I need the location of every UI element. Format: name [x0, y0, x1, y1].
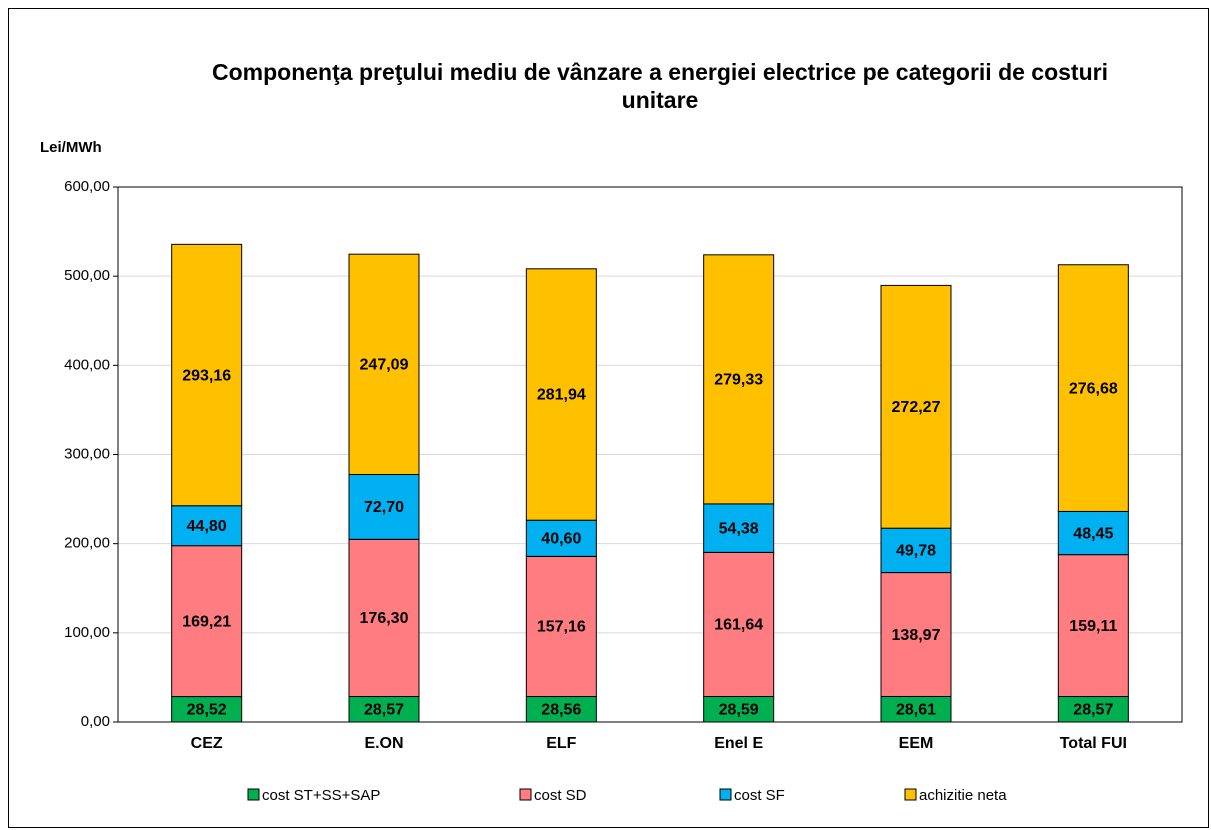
data-label: 247,09 [360, 357, 409, 374]
bar-segment [525, 519, 597, 557]
legend-label: cost SD [534, 787, 587, 804]
legend-swatch [519, 788, 532, 801]
bar-segment [525, 555, 597, 698]
data-label: 28,56 [541, 701, 581, 718]
legend-swatch [904, 788, 917, 801]
bar-segment [171, 243, 243, 507]
chart-frame [8, 8, 1209, 828]
bar-segment [703, 696, 775, 723]
data-label: 159,11 [1069, 618, 1117, 635]
y-tick-label: 300,00 [64, 445, 110, 462]
bar-segment [1057, 696, 1129, 723]
data-label: 157,16 [537, 619, 586, 636]
y-tick-label: 100,00 [64, 624, 110, 641]
x-tick-label: CEZ [191, 735, 223, 752]
bar-segment [880, 695, 952, 723]
y-tick-label: 0,00 [81, 713, 110, 730]
data-label: 272,27 [892, 399, 941, 416]
data-label: 176,30 [360, 610, 409, 627]
data-label: 28,57 [1073, 701, 1113, 718]
data-label: 279,33 [714, 372, 763, 389]
y-tick-label: 200,00 [64, 535, 110, 552]
bar-segment [348, 696, 420, 723]
data-label: 54,38 [719, 520, 759, 537]
y-tick-label: 600,00 [64, 178, 110, 195]
y-axis-label: Lei/MWh [40, 139, 102, 156]
bar-segment [1057, 264, 1129, 512]
bar-segment [525, 268, 597, 521]
bar-segment [171, 545, 243, 698]
bar-segment [348, 253, 420, 476]
x-tick-label: EEM [899, 735, 934, 752]
data-label: 28,61 [896, 701, 936, 718]
legend-label: cost SF [734, 787, 785, 804]
x-tick-label: E.ON [364, 735, 403, 752]
legend-swatch [247, 788, 260, 801]
plot-area [117, 186, 1183, 723]
x-tick-label: Enel E [714, 735, 763, 752]
data-label: 28,52 [187, 702, 227, 719]
data-label: 28,59 [719, 701, 759, 718]
bar-segment [880, 572, 952, 697]
bar-segment [348, 474, 420, 540]
legend-swatch [719, 788, 732, 801]
data-label: 138,97 [892, 627, 941, 644]
data-label: 49,78 [896, 543, 936, 560]
bar-segment [1057, 554, 1129, 698]
bar-segment [171, 696, 243, 723]
y-tick-label: 400,00 [64, 356, 110, 373]
bar-segment [348, 538, 420, 698]
bar-segment [880, 284, 952, 529]
bar-segment [1057, 510, 1129, 556]
data-label: 293,16 [182, 367, 231, 384]
data-label: 169,21 [182, 613, 231, 630]
data-label: 161,64 [714, 617, 763, 634]
y-tick-label: 500,00 [64, 267, 110, 284]
bar-segment [703, 254, 775, 505]
x-tick-label: Total FUI [1060, 735, 1127, 752]
data-label: 72,70 [364, 499, 404, 516]
legend-label: cost ST+SS+SAP [262, 787, 380, 804]
data-label: 276,68 [1069, 380, 1118, 397]
data-label: 48,45 [1073, 525, 1113, 542]
bar-segment [703, 551, 775, 698]
data-label: 44,80 [187, 518, 227, 535]
data-label: 40,60 [541, 531, 581, 548]
data-label: 28,57 [364, 701, 404, 718]
data-label: 281,94 [537, 387, 586, 404]
legend-label: achizitie neta [919, 787, 1007, 804]
x-tick-label: ELF [546, 735, 576, 752]
chart-title: Componenţa preţului mediu de vânzare a e… [212, 59, 1108, 113]
bar-segment [171, 505, 243, 547]
bar-segment [703, 503, 775, 553]
